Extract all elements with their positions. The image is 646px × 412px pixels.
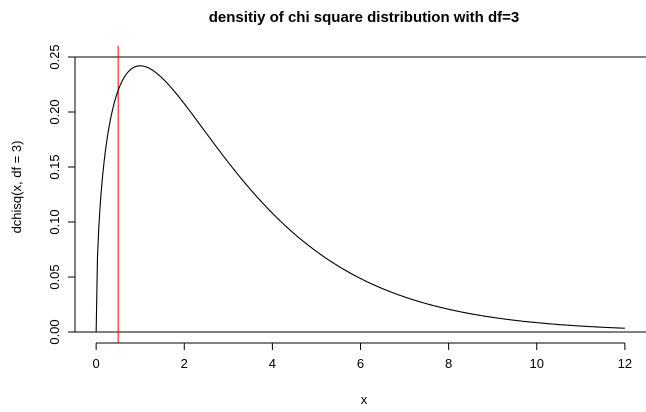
y-tick-label: 0.05 [47,264,62,289]
x-tick-label: 0 [93,356,100,371]
chart-title: densitiy of chi square distribution with… [209,9,519,26]
y-tick-label: 0.10 [47,209,62,234]
x-tick-label: 10 [530,356,544,371]
x-tick-label: 12 [618,356,632,371]
y-tick-label: 0.20 [47,99,62,124]
y-tick-label: 0.15 [47,154,62,179]
x-tick-label: 2 [181,356,188,371]
density-curve-0 [95,65,625,333]
x-tick-label: 4 [269,356,276,371]
plot-layer: 0 2 4 6 8 10 12 0.00 0.05 0.10 0.15 0.20 0.25 [47,44,646,371]
x-axis-label: x [361,392,368,407]
y-axis-label: dchisq(x, df = 3) [9,141,24,234]
y-tick-label: 0.25 [47,44,62,69]
x-tick-label: 8 [445,356,452,371]
x-tick-label: 6 [357,356,364,371]
y-tick-label: 0.00 [47,319,62,344]
